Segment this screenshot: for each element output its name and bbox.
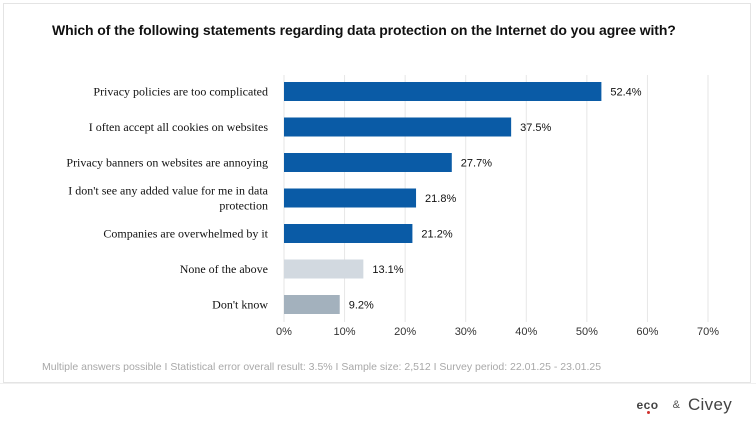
x-tick-label: 0%	[276, 326, 292, 338]
category-label: Privacy banners on websites are annoying	[66, 156, 268, 170]
category-label: I don't see any added value for me in da…	[68, 184, 268, 198]
data-label: 37.5%	[520, 122, 551, 134]
x-tick-label: 70%	[697, 326, 719, 338]
category-label: protection	[219, 199, 268, 213]
logo-group: eco & Civey	[636, 395, 732, 415]
x-tick-label: 40%	[515, 326, 537, 338]
chart-title: Which of the following statements regard…	[52, 22, 676, 38]
category-label: None of the above	[180, 262, 268, 276]
ampersand: &	[672, 399, 680, 411]
eco-logo: eco	[636, 398, 659, 414]
data-label: 13.1%	[372, 264, 403, 276]
x-tick-label: 30%	[455, 326, 477, 338]
eco-logo-dot	[647, 411, 651, 414]
data-label: 21.8%	[425, 193, 456, 205]
bar	[284, 224, 413, 243]
bar	[284, 259, 364, 279]
bar	[284, 295, 340, 314]
chart-frame	[3, 3, 751, 383]
civey-logo: Civey	[687, 395, 732, 414]
category-label: I often accept all cookies on websites	[89, 120, 269, 134]
x-tick-label: 60%	[636, 326, 658, 338]
category-label: Privacy policies are too complicated	[93, 85, 268, 99]
bar	[284, 153, 452, 172]
chart-footnote: Multiple answers possible I Statistical …	[42, 361, 602, 373]
data-label: 9.2%	[349, 300, 374, 312]
x-tick-label: 20%	[394, 326, 416, 338]
x-tick-label: 50%	[576, 326, 598, 338]
data-label: 27.7%	[461, 158, 492, 170]
category-label: Companies are overwhelmed by it	[103, 227, 268, 241]
bar	[284, 82, 602, 101]
data-label: 21.2%	[421, 229, 452, 241]
bar	[284, 188, 417, 208]
bar	[284, 117, 512, 137]
data-label: 52.4%	[610, 87, 641, 99]
x-tick-label: 10%	[334, 326, 356, 338]
category-label: Don't know	[212, 298, 268, 312]
footer-divider	[0, 383, 756, 384]
